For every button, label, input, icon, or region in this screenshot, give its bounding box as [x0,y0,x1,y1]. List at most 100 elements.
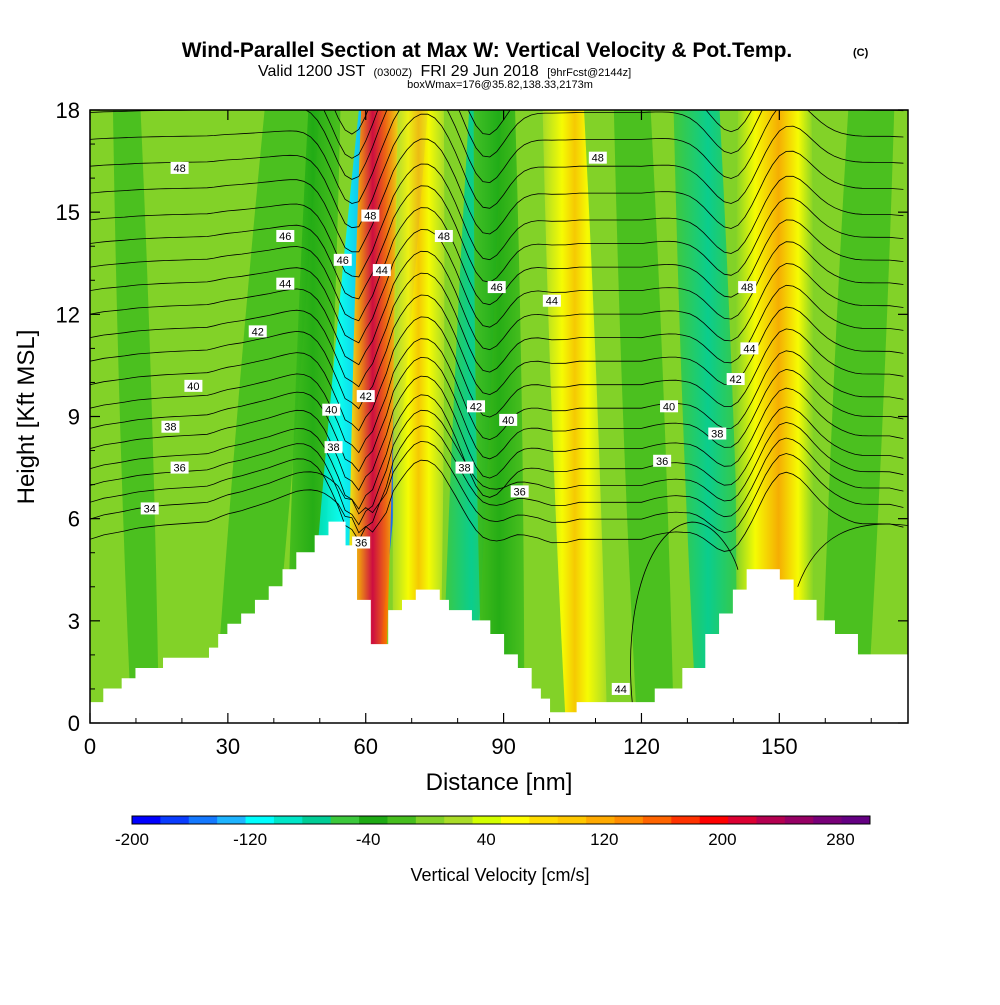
colorbar-swatch [160,816,190,824]
colorbar-tick-label: -40 [356,830,381,849]
contour-label: 48 [588,151,607,165]
theta-contour-line [323,110,753,159]
contour-label: 42 [248,325,267,338]
contour-label-text: 42 [360,391,372,403]
contour-label-text: 34 [144,503,156,515]
contour-label-box [738,281,757,294]
contour-label-text: 44 [279,279,291,291]
x-tick-label: 0 [84,734,96,759]
contour-label-text: 48 [173,163,185,175]
colorbar-tick-label: -200 [115,830,149,849]
contour-label-box [611,682,630,695]
theta-contour-line [797,523,908,587]
contour-label-box [510,485,529,498]
contour-label-box [434,230,453,243]
colorbar-swatch [586,816,616,824]
contour-label-box [276,230,295,243]
valid-time: Valid 1200 JST (0300Z) FRI 29 Jun 2018 [… [258,63,631,80]
contour-label-box [455,461,474,474]
theta-contour-line [90,185,904,300]
contour-label-text: 42 [730,374,742,386]
theta-contour-labels: 48 46 44 42 40 38 36 34 46 48 44 42 40 38 36 48 46 44 42 40… [140,151,759,696]
contour-label: 44 [372,264,391,277]
theta-contour-line [90,110,904,180]
theta-contour-line [90,375,904,491]
valid-prefix: Valid 1200 JST [258,63,366,80]
colorbar-tick-label: 200 [708,830,736,849]
band-green-4 [820,110,895,723]
contour-label-box [184,379,203,392]
colorbar-swatch [330,816,360,824]
contour-label-box [542,294,561,307]
colorbar-swatch [415,816,445,824]
colorbar-swatch [359,816,388,824]
theta-contour-line [90,294,904,410]
contour-label: 38 [324,441,343,454]
contour-label-text: 40 [187,381,199,393]
contour-label-box [324,441,343,454]
contour-label: 40 [184,379,203,393]
theta-contour-line [90,425,904,542]
contour-label: 40 [660,400,679,413]
y-axis-label: Height [Kft MSL] [13,330,40,505]
contour-label-text: 38 [711,429,723,441]
colorbar-swatch [501,816,530,824]
velocity-shading [112,110,895,723]
contour-label: 38 [708,427,727,441]
contour-label-text: 40 [502,415,514,427]
contour-label-box [322,403,341,416]
contour-label: 34 [140,502,159,515]
contour-label-box [467,400,486,413]
contour-label-box [170,461,189,474]
contour-label-text: 42 [470,401,482,413]
contour-label: 48 [361,209,380,223]
contour-label: 38 [455,461,474,475]
y-tick-label: 12 [56,302,80,327]
contour-label-text: 46 [491,282,503,294]
theta-contour-line [90,459,904,552]
x-tick-label: 90 [491,734,515,759]
valid-date: FRI 29 Jun 2018 [420,63,538,80]
colorbar-swatch [245,816,275,824]
contour-label: 42 [356,390,375,403]
contour-label: 42 [467,400,486,413]
y-tick-label: 9 [68,405,80,430]
colorbar-tick-label: 40 [477,830,496,849]
contour-label-text: 48 [438,231,450,243]
contour-label-text: 48 [592,153,604,165]
contour-label-text: 46 [337,255,349,267]
colorbar-swatch [132,816,161,824]
terrain [90,521,908,723]
contour-label: 48 [434,230,453,243]
contour-label: 36 [653,454,672,468]
colorbar-frame [131,815,871,825]
contour-label-box [161,420,180,433]
theta-contour-line [630,521,739,703]
colorbar-swatch [529,816,559,824]
contour-label: 46 [276,230,295,243]
forecast-info: [9hrFcst@2144z] [547,67,631,79]
colorbar-tick-label: 280 [826,830,854,849]
valid-zulu: (0300Z) [373,67,412,79]
theta-contour-line [90,409,904,526]
x-tick-label: 60 [353,734,377,759]
band-updraft-3 [542,110,607,723]
x-tick-label: 150 [761,734,798,759]
contour-label: 48 [738,281,757,294]
contour-label-box [588,151,607,164]
colorbar-swatch [756,816,786,824]
contour-label-box [140,502,159,515]
contour-label-box [352,536,371,549]
contour-label: 38 [161,420,180,434]
colorbar-swatch [217,816,247,824]
band-green-2 [214,110,320,723]
contour-label: 36 [352,536,371,550]
contour-label: 36 [170,461,189,475]
contour-label-box [708,427,727,440]
contour-label-box [726,373,745,386]
theta-contour-line [90,163,904,278]
contour-label-box [653,454,672,467]
contour-label: 42 [726,373,745,386]
contour-label-text: 44 [376,265,388,277]
